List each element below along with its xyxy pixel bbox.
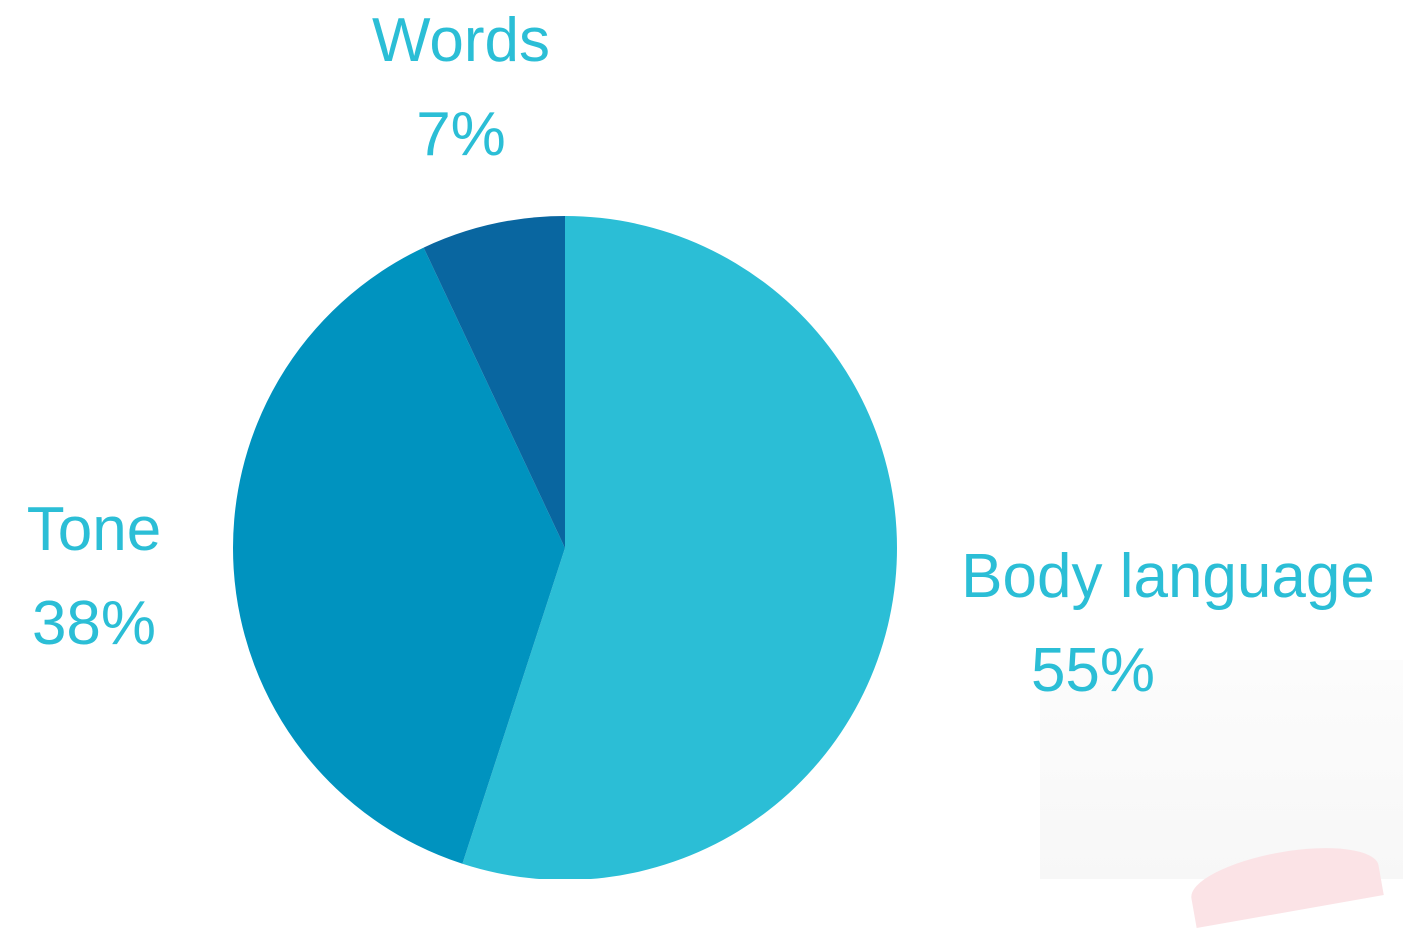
slice-label-body-language-name: Body language xyxy=(961,542,1375,611)
slice-label-words-percent: 7% xyxy=(416,100,506,169)
background-watermark-panel xyxy=(1040,660,1403,879)
slice-label-body-language: Body language 55% xyxy=(940,530,1396,718)
slice-label-tone-percent: 38% xyxy=(31,589,157,658)
pie-chart xyxy=(232,216,897,879)
pie-slice-words xyxy=(423,216,565,548)
slice-label-tone-name: Tone xyxy=(26,495,162,564)
slice-label-words: Words 7% xyxy=(361,0,561,182)
slice-label-body-language-percent: 55% xyxy=(1030,636,1156,705)
pie-slice-tone xyxy=(232,247,565,864)
pie-slice-body-language xyxy=(462,216,897,879)
slice-label-words-name: Words xyxy=(371,6,550,75)
slice-label-tone: Tone 38% xyxy=(10,483,178,671)
